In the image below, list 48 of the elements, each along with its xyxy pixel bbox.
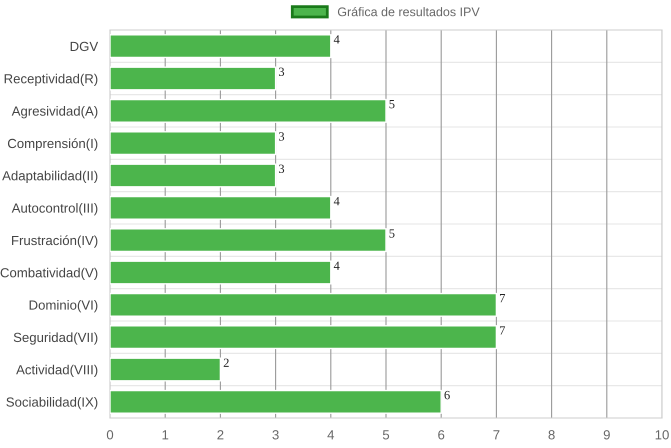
bar [110,163,276,188]
bar [110,34,332,58]
y-tick-label: Frustración(IV) [12,235,98,248]
y-tick-label: Receptividad(R) [4,74,98,86]
x-tick-label: 6 [438,430,444,440]
y-tick-label: Comprensión(I) [8,138,98,151]
data-label: 3 [278,164,284,173]
y-tick-label: Adaptabilidad(II) [2,170,98,184]
y-tick-label: Combatividad(V) [0,268,98,280]
bar [110,131,276,156]
bar [110,292,498,317]
bar [110,260,332,285]
x-tick-label: 8 [548,430,555,440]
bar [110,390,442,414]
bar [110,228,387,252]
y-tick-label: Sociabilidad(IX) [6,397,98,410]
x-tick-label: 1 [162,430,168,440]
data-label: 7 [500,326,506,335]
y-tick-label: Seguridad(VII) [14,332,98,345]
bar [110,357,222,382]
x-tick-label: 5 [382,430,390,440]
y-tick-label: Actividad(VIII) [16,364,98,378]
data-label: 5 [389,229,395,238]
data-label: 3 [278,132,284,141]
data-label: 6 [444,390,450,400]
bar [110,98,387,123]
data-label: 5 [389,100,395,108]
y-tick-label: DGV [70,42,98,52]
bar [110,66,276,91]
data-label: 4 [334,262,340,270]
x-tick-label: 4 [327,430,334,440]
x-tick-label: 3 [272,430,279,440]
x-tick-label: 10 [656,430,669,440]
data-label: 7 [500,294,506,302]
x-tick-label: 2 [217,430,224,440]
bar [110,196,332,220]
data-label: 4 [334,35,340,44]
x-tick-label: 0 [106,430,114,440]
y-tick-label: Autocontrol(III) [12,203,98,216]
data-label: 2 [224,358,229,367]
y-tick-label: Agresividad(A) [12,106,98,118]
x-tick-label: 9 [604,430,610,440]
data-label: 4 [334,196,340,206]
bar [110,325,498,350]
x-tick-label: 7 [493,430,500,440]
data-label: 3 [278,68,284,76]
y-tick-label: Dominio(VI) [30,300,98,312]
legend-label: Gráfica de resultados IPV [338,6,480,16]
